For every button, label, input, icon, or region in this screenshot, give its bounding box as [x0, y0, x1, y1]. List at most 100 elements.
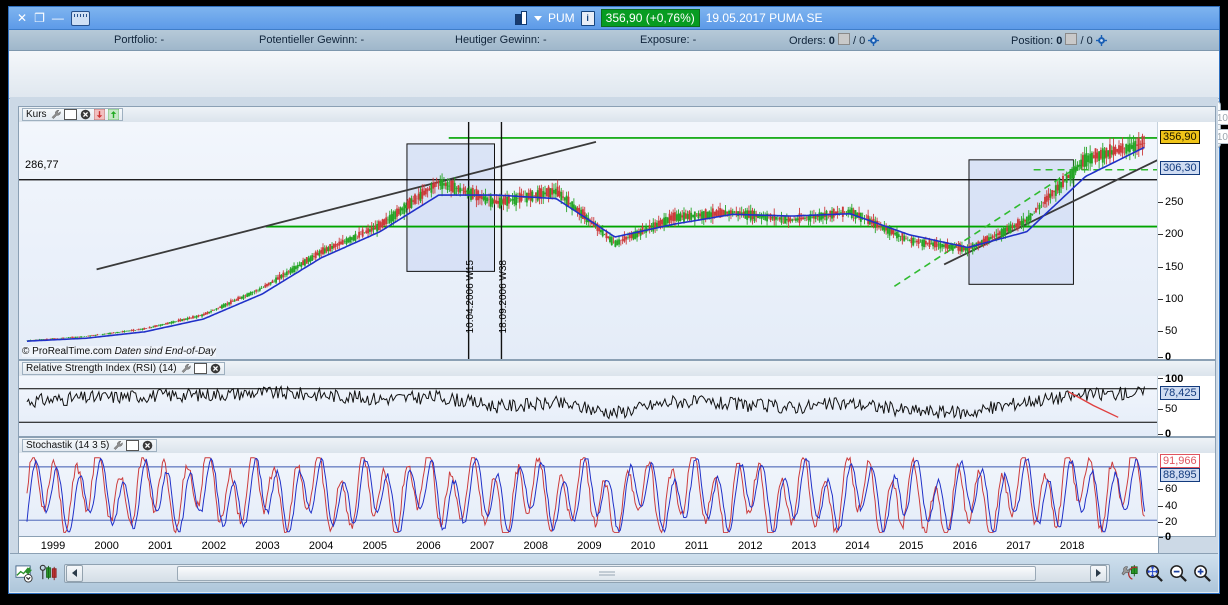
stochastic-axis: 91,966 88,895 60 40 20 0 — [1157, 453, 1215, 543]
rsi-panel-titlebox[interactable]: Relative Strength Index (RSI) (14) — [22, 362, 225, 375]
candlestick-icon[interactable] — [515, 11, 528, 25]
close-icon-stoch[interactable] — [142, 440, 153, 451]
second-price-tag: 306,30 — [1160, 161, 1200, 175]
price-tick-250: 250 — [1165, 196, 1184, 208]
candle-settings-icon[interactable] — [39, 564, 58, 583]
x-axis-year: 2002 — [201, 540, 227, 552]
orders-sep: / 0 — [853, 35, 866, 47]
zoom-out-icon[interactable] — [1169, 564, 1188, 583]
info-icon[interactable]: i — [580, 10, 595, 26]
portfolio-info-bar: Portfolio: - Potentieller Gewinn: - Heut… — [9, 30, 1219, 51]
title-bar: ✕ ❐ — PUM i 356,90 (+0,76%) 19.05.2017 P… — [9, 7, 1219, 30]
price-axis: 356,90 306,30 250 200 150 100 50 0 — [1157, 122, 1215, 363]
stochastic-panel: Stochastik (14 3 5) 91,966 88,895 60 — [18, 437, 1216, 543]
stoch-tick-60: 60 — [1165, 483, 1178, 495]
rsi-tick-100: 100 — [1165, 373, 1184, 385]
x-axis-year: 2010 — [630, 540, 656, 552]
price-panel-titlebox[interactable]: Kurs — [22, 108, 123, 121]
price-tick-100: 100 — [1165, 293, 1184, 305]
rsi-axis: 100 78,425 50 0 — [1157, 373, 1215, 440]
price-tick-150: 150 — [1165, 261, 1184, 273]
x-axis-year: 2001 — [148, 540, 173, 552]
x-axis-year: 2016 — [952, 540, 978, 552]
x-axis-year: 2009 — [577, 540, 602, 552]
stoch-tick-40: 40 — [1165, 500, 1178, 512]
rsi-panel-header: Relative Strength Index (RSI) (14) — [19, 361, 1215, 377]
chevron-down-icon[interactable] — [534, 15, 542, 21]
price-tick-200: 200 — [1165, 228, 1184, 240]
wrench-icon[interactable] — [50, 109, 61, 120]
price-panel-header: Kurs — [19, 107, 1215, 123]
zoom-in-icon[interactable] — [1193, 564, 1212, 583]
rsi-plot[interactable] — [19, 376, 1158, 436]
x-axis-year: 1999 — [40, 540, 66, 552]
position-count: 0 — [1056, 35, 1063, 47]
rsi-value-tag: 78,425 — [1160, 386, 1200, 400]
stoch-k-tag: 91,966 — [1160, 454, 1200, 468]
close-icon[interactable]: ✕ — [17, 11, 28, 25]
price-tick-50: 50 — [1165, 325, 1178, 337]
rsi-panel: Relative Strength Index (RSI) (14) 100 7… — [18, 360, 1216, 440]
stochastic-panel-header: Stochastik (14 3 5) — [19, 438, 1215, 454]
move-up-icon[interactable] — [107, 109, 119, 120]
today-gain-info: Heutiger Gewinn: - — [455, 34, 547, 46]
window-icon[interactable] — [63, 109, 77, 120]
rsi-tick-0: 0 — [1165, 428, 1172, 440]
close-icon-panel[interactable] — [80, 109, 91, 120]
close-icon-rsi[interactable] — [210, 363, 221, 374]
x-axis-year: 2017 — [1006, 540, 1031, 552]
x-axis-year: 2008 — [523, 540, 548, 552]
x-axis-year: 2012 — [738, 540, 763, 552]
instrument-date-label: 19.05.2017 PUMA SE — [705, 11, 823, 25]
wrench-icon-rsi[interactable] — [180, 363, 191, 374]
x-axis-year: 2005 — [362, 540, 388, 552]
orders-text: Orders: — [789, 35, 826, 47]
price-panel-title: Kurs — [26, 109, 47, 120]
x-axis-year: 2013 — [791, 540, 817, 552]
stochastic-panel-titlebox[interactable]: Stochastik (14 3 5) — [22, 439, 158, 452]
stoch-tick-0: 0 — [1165, 531, 1172, 543]
position-label: Position: 0 / 0 — [1011, 33, 1107, 47]
zoom-fit-icon[interactable] — [1145, 564, 1164, 583]
x-axis-year: 2018 — [1059, 540, 1085, 552]
orders-label: Orders: 0 / 0 — [789, 33, 880, 47]
status-bar — [10, 553, 1218, 592]
move-down-icon[interactable] — [93, 109, 105, 120]
price-badge: 356,90 (+0,76%) — [600, 9, 700, 27]
wrench-icon-stoch[interactable] — [112, 440, 124, 451]
position-sep: / 0 — [1080, 35, 1093, 47]
chart-export-icon[interactable] — [15, 564, 34, 583]
x-axis-year: 2011 — [684, 540, 709, 552]
scroll-left-button[interactable] — [66, 564, 83, 582]
drawing-tools-icon[interactable] — [1121, 564, 1140, 583]
window-icon-stoch[interactable] — [126, 440, 140, 451]
keyboard-icon[interactable] — [70, 10, 90, 26]
orders-count: 0 — [828, 35, 835, 47]
gear-icon-2[interactable] — [1095, 35, 1107, 46]
position-box-icon[interactable] — [1065, 33, 1078, 45]
potential-gain-info: Potentieller Gewinn: - — [259, 34, 365, 46]
chart-area: Kurs — [10, 97, 1218, 559]
stochastic-panel-title: Stochastik (14 3 5) — [26, 440, 110, 451]
maximize-icon[interactable]: ❐ — [34, 11, 45, 25]
stochastic-plot[interactable] — [19, 453, 1158, 536]
rsi-panel-title: Relative Strength Index (RSI) (14) — [26, 363, 177, 374]
price-plot[interactable]: 286,77 10.04.2006 W15 18.09.2006 W38 © P… — [19, 122, 1158, 359]
minimize-icon[interactable]: — — [51, 11, 64, 25]
x-axis-year: 2000 — [94, 540, 119, 552]
vertical-date-1: 10.04.2006 W15 — [465, 260, 476, 334]
price-panel: Kurs — [18, 106, 1216, 363]
scrollbar-thumb[interactable] — [177, 565, 1036, 581]
left-price-label: 286,77 — [25, 159, 59, 171]
gear-icon[interactable] — [868, 35, 880, 46]
scroll-right-button[interactable] — [1090, 564, 1107, 582]
x-axis-year: 2007 — [469, 540, 495, 552]
symbol-label: PUM — [548, 11, 575, 25]
window-icon-rsi[interactable] — [193, 363, 207, 374]
orders-box-icon[interactable] — [837, 33, 850, 45]
horizontal-scrollbar[interactable] — [64, 563, 1110, 583]
position-text: Position: — [1011, 35, 1054, 47]
x-axis-year: 2003 — [255, 540, 280, 552]
price-tick-0: 0 — [1165, 351, 1172, 363]
chart-toolbar: 1000 Einheiten Wöchentlich Anz — [9, 51, 1228, 148]
